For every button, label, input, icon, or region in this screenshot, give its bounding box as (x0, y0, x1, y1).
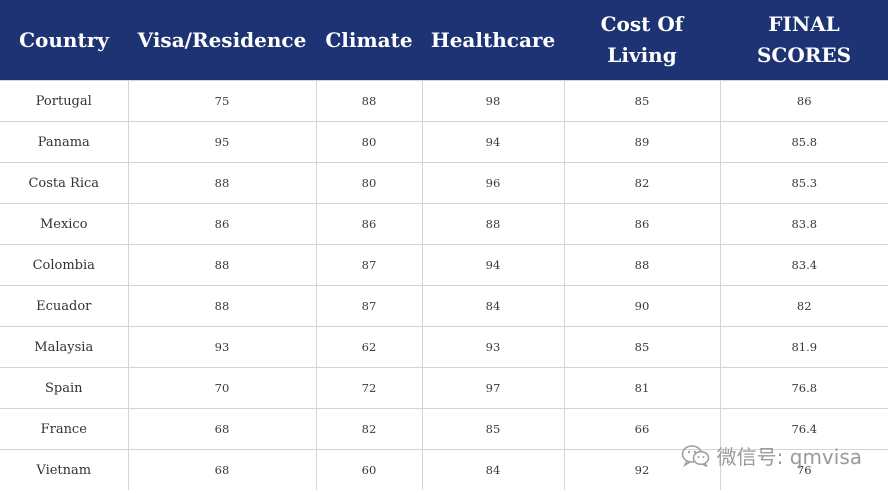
cell-healthcare: 93 (421, 326, 565, 368)
table-header: Country Visa/Residence Climate Healthcar… (0, 0, 888, 81)
table-body: Portugal 75 88 98 85 86 Panama 95 80 94 89 85.8 Cost… (0, 80, 888, 490)
cell-cost-of-living: 85 (563, 326, 721, 368)
cell-final-score: 85.3 (719, 162, 888, 204)
cell-country: Ecuador (0, 285, 129, 327)
table-row: Costa Rica 88 80 96 82 85.3 (0, 162, 888, 204)
cell-cost-of-living: 82 (563, 162, 721, 204)
header-final-scores: FINAL SCORES (720, 0, 888, 81)
cell-climate: 86 (315, 203, 423, 245)
cell-healthcare: 94 (421, 121, 565, 163)
cell-visa-residence: 68 (127, 408, 317, 450)
cell-climate: 60 (315, 449, 423, 490)
cell-cost-of-living: 86 (563, 203, 721, 245)
table-row: Spain 70 72 97 81 76.8 (0, 367, 888, 409)
cell-visa-residence: 93 (127, 326, 317, 368)
header-visa-residence: Visa/Residence (128, 0, 316, 81)
cell-healthcare: 84 (421, 285, 565, 327)
table-row: Malaysia 93 62 93 85 81.9 (0, 326, 888, 368)
cell-country: Malaysia (0, 326, 129, 368)
cell-cost-of-living: 81 (563, 367, 721, 409)
cell-cost-of-living: 89 (563, 121, 721, 163)
cell-cost-of-living: 90 (563, 285, 721, 327)
table-row: Portugal 75 88 98 85 86 (0, 80, 888, 122)
cell-country: Colombia (0, 244, 129, 286)
cell-healthcare: 88 (421, 203, 565, 245)
cell-climate: 82 (315, 408, 423, 450)
cell-country: Vietnam (0, 449, 129, 490)
cell-visa-residence: 88 (127, 162, 317, 204)
cell-healthcare: 98 (421, 80, 565, 122)
table-row: Panama 95 80 94 89 85.8 (0, 121, 888, 163)
cell-climate: 87 (315, 244, 423, 286)
cell-final-score: 76 (719, 449, 888, 490)
cell-final-score: 76.4 (719, 408, 888, 450)
cell-final-score: 85.8 (719, 121, 888, 163)
cell-visa-residence: 88 (127, 285, 317, 327)
header-climate: Climate (316, 0, 422, 81)
header-country: Country (0, 0, 128, 81)
header-healthcare: Healthcare (422, 0, 564, 81)
cell-country: Panama (0, 121, 129, 163)
cell-climate: 87 (315, 285, 423, 327)
cell-final-score: 83.8 (719, 203, 888, 245)
cell-country: Mexico (0, 203, 129, 245)
cell-visa-residence: 70 (127, 367, 317, 409)
cell-final-score: 86 (719, 80, 888, 122)
cell-visa-residence: 75 (127, 80, 317, 122)
table-row: Vietnam 68 60 84 92 76 (0, 449, 888, 490)
header-row: Country Visa/Residence Climate Healthcar… (0, 0, 888, 81)
cell-final-score: 83.4 (719, 244, 888, 286)
cell-visa-residence: 68 (127, 449, 317, 490)
cell-climate: 72 (315, 367, 423, 409)
cell-healthcare: 94 (421, 244, 565, 286)
cell-cost-of-living: 92 (563, 449, 721, 490)
cell-climate: 80 (315, 162, 423, 204)
cell-visa-residence: 95 (127, 121, 317, 163)
cell-final-score: 82 (719, 285, 888, 327)
cell-country: France (0, 408, 129, 450)
cell-cost-of-living: 85 (563, 80, 721, 122)
cell-visa-residence: 86 (127, 203, 317, 245)
cell-healthcare: 96 (421, 162, 565, 204)
cell-climate: 80 (315, 121, 423, 163)
cell-country: Spain (0, 367, 129, 409)
cell-cost-of-living: 88 (563, 244, 721, 286)
cell-visa-residence: 88 (127, 244, 317, 286)
header-cost-of-living: Cost Of Living (564, 0, 720, 81)
cell-healthcare: 85 (421, 408, 565, 450)
cell-healthcare: 97 (421, 367, 565, 409)
table-row: France 68 82 85 66 76.4 (0, 408, 888, 450)
cell-final-score: 81.9 (719, 326, 888, 368)
cell-climate: 62 (315, 326, 423, 368)
cell-cost-of-living: 66 (563, 408, 721, 450)
cell-final-score: 76.8 (719, 367, 888, 409)
cell-climate: 88 (315, 80, 423, 122)
cell-country: Portugal (0, 80, 129, 122)
table-row: Ecuador 88 87 84 90 82 (0, 285, 888, 327)
table-row: Mexico 86 86 88 86 83.8 (0, 203, 888, 245)
table-row: Colombia 88 87 94 88 83.4 (0, 244, 888, 286)
cell-healthcare: 84 (421, 449, 565, 490)
cell-country: Costa Rica (0, 162, 129, 204)
